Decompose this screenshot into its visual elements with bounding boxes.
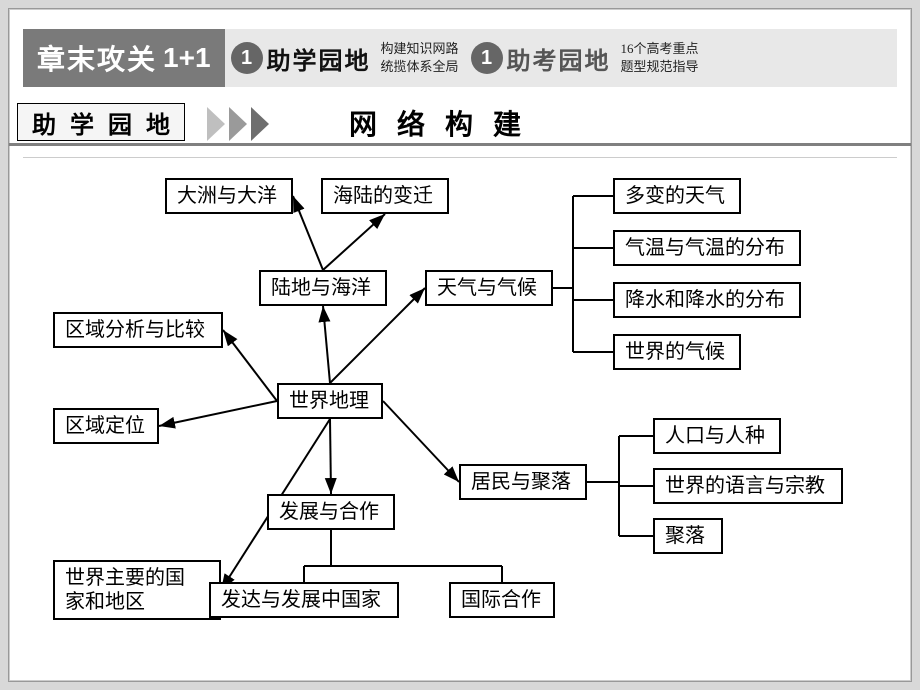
- banner-title-suffix: 1+1: [163, 42, 211, 74]
- concept-node: 世界地理: [277, 383, 383, 419]
- circle-number-icon: 1: [471, 42, 503, 74]
- concept-node: 发达与发展中国家: [209, 582, 399, 618]
- concept-node: 大洲与大洋: [165, 178, 293, 214]
- concept-node: 聚落: [653, 518, 723, 554]
- concept-node: 海陆的变迁: [321, 178, 449, 214]
- banner-cell-1: 1 助学园地 构建知识网路 统揽体系全局: [225, 29, 465, 87]
- concept-node: 世界的语言与宗教: [653, 468, 843, 504]
- banner-cell-2: 1 助考园地 16个高考重点 题型规范指导: [465, 29, 705, 87]
- chevron-right-icon: [207, 107, 277, 141]
- circle-number-icon: 1: [231, 42, 263, 74]
- concept-node: 世界的气候: [613, 334, 741, 370]
- concept-node: 发展与合作: [267, 494, 395, 530]
- banner-cell-2-small: 16个高考重点 题型规范指导: [621, 40, 699, 75]
- app-frame: 章末攻关 1+1 1 助学园地 构建知识网路 统揽体系全局 1 助考园地 16个…: [8, 8, 912, 682]
- banner-title-prefix: 章末攻关: [37, 38, 157, 78]
- banner-title: 章末攻关 1+1: [23, 29, 225, 87]
- concept-map: 世界地理 陆地与海洋 大洲与大洋海陆的变迁天气与气候 多变的天气气温与气温的分布降水和…: [23, 157, 897, 667]
- banner-cell-1-big: 助学园地: [267, 41, 371, 76]
- concept-node: 区域分析与比较: [53, 312, 223, 348]
- concept-node: 居民与聚落: [459, 464, 587, 500]
- concept-node: 降水和降水的分布: [613, 282, 801, 318]
- sub-tab: 助学园地: [17, 103, 185, 141]
- banner: 章末攻关 1+1 1 助学园地 构建知识网路 统揽体系全局 1 助考园地 16个…: [23, 29, 897, 87]
- concept-node: 天气与气候: [425, 270, 553, 306]
- concept-node: 区域定位: [53, 408, 159, 444]
- sub-header: 助学园地 网络构建: [9, 101, 911, 147]
- concept-node: 陆地与海洋: [259, 270, 387, 306]
- concept-node: 人口与人种: [653, 418, 781, 454]
- banner-cell-2-big: 助考园地: [507, 41, 611, 76]
- sub-title: 网络构建: [349, 103, 541, 143]
- divider: [9, 143, 911, 146]
- banner-cell-1-small: 构建知识网路 统揽体系全局: [381, 40, 459, 75]
- concept-node: 世界主要的国家和地区: [53, 560, 221, 620]
- concept-node: 多变的天气: [613, 178, 741, 214]
- concept-node: 气温与气温的分布: [613, 230, 801, 266]
- concept-node: 国际合作: [449, 582, 555, 618]
